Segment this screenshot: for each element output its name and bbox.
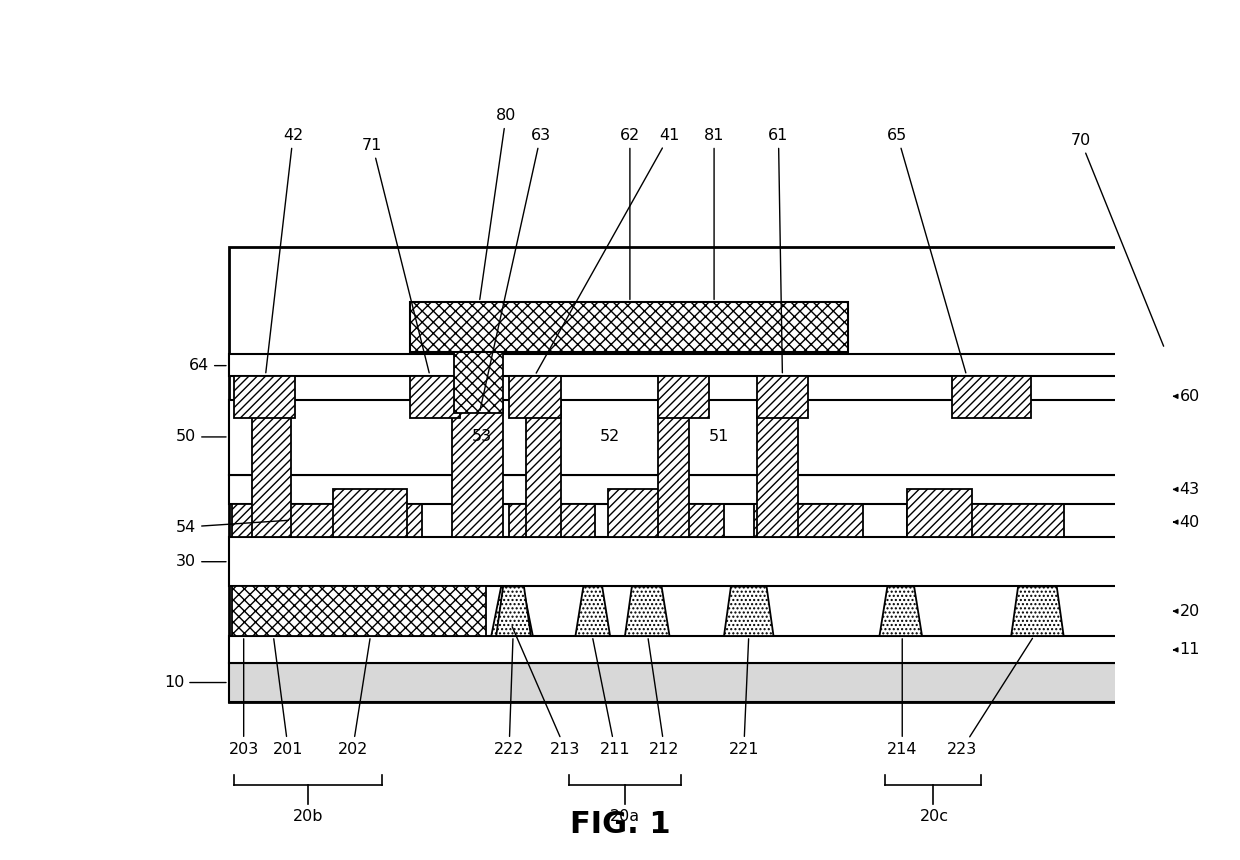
Text: 40: 40 bbox=[1173, 514, 1200, 530]
Text: 20b: 20b bbox=[293, 808, 324, 824]
Text: 212: 212 bbox=[649, 639, 680, 757]
Bar bbox=[630, 504, 724, 537]
Text: 62: 62 bbox=[620, 128, 640, 299]
Bar bbox=[252, 400, 291, 537]
Bar bbox=[510, 504, 595, 537]
Text: 61: 61 bbox=[769, 128, 789, 372]
Polygon shape bbox=[1011, 587, 1064, 636]
Bar bbox=[234, 376, 295, 418]
Text: 20a: 20a bbox=[610, 808, 640, 824]
Polygon shape bbox=[724, 587, 774, 636]
Bar bbox=[229, 475, 1169, 504]
Polygon shape bbox=[491, 587, 533, 636]
Bar bbox=[410, 302, 848, 352]
Bar bbox=[510, 376, 560, 418]
Bar bbox=[657, 400, 689, 537]
Text: 30: 30 bbox=[176, 554, 226, 569]
Bar bbox=[332, 489, 407, 537]
Bar bbox=[229, 247, 1169, 703]
Bar bbox=[454, 352, 503, 413]
Bar bbox=[229, 537, 1169, 587]
Bar bbox=[756, 400, 799, 537]
Text: 51: 51 bbox=[709, 429, 729, 445]
Text: 53: 53 bbox=[471, 429, 491, 445]
Text: 63: 63 bbox=[480, 128, 551, 410]
Bar bbox=[229, 636, 1169, 663]
Text: 202: 202 bbox=[337, 639, 370, 757]
Text: 64: 64 bbox=[188, 358, 226, 373]
Polygon shape bbox=[496, 587, 531, 636]
Polygon shape bbox=[625, 587, 670, 636]
Text: FIG. 1: FIG. 1 bbox=[569, 809, 671, 838]
Bar bbox=[756, 376, 808, 418]
Text: 42: 42 bbox=[265, 128, 304, 372]
Text: 20c: 20c bbox=[919, 808, 949, 824]
Text: 41: 41 bbox=[536, 128, 680, 373]
Bar bbox=[657, 376, 709, 418]
Text: 20: 20 bbox=[1173, 604, 1200, 618]
Text: 80: 80 bbox=[480, 108, 516, 299]
Bar bbox=[451, 400, 503, 537]
Text: 221: 221 bbox=[729, 639, 759, 757]
Bar bbox=[754, 504, 863, 537]
Bar bbox=[908, 489, 972, 537]
Bar bbox=[232, 504, 422, 537]
Bar bbox=[232, 587, 486, 636]
Text: 213: 213 bbox=[512, 627, 580, 757]
Bar bbox=[608, 489, 660, 537]
Bar bbox=[229, 400, 1169, 475]
Text: 10: 10 bbox=[164, 675, 226, 690]
Text: 71: 71 bbox=[362, 138, 429, 373]
Text: 43: 43 bbox=[1173, 482, 1199, 497]
Bar bbox=[908, 504, 1064, 537]
Text: 52: 52 bbox=[600, 429, 620, 445]
Text: 81: 81 bbox=[704, 128, 724, 299]
Text: 203: 203 bbox=[228, 639, 259, 757]
Bar bbox=[526, 400, 560, 537]
Text: 65: 65 bbox=[887, 128, 966, 373]
Text: 70: 70 bbox=[1070, 132, 1163, 347]
Bar bbox=[952, 376, 1030, 418]
Text: 222: 222 bbox=[494, 639, 525, 757]
Text: 60: 60 bbox=[1173, 389, 1200, 404]
Bar bbox=[229, 663, 1169, 703]
Bar bbox=[229, 353, 1169, 376]
Bar bbox=[410, 376, 460, 418]
Text: 201: 201 bbox=[273, 639, 304, 757]
Text: 54: 54 bbox=[176, 519, 289, 535]
Text: 223: 223 bbox=[946, 638, 1033, 757]
Text: 50: 50 bbox=[176, 429, 226, 445]
Polygon shape bbox=[575, 587, 610, 636]
Text: 211: 211 bbox=[593, 639, 630, 757]
Text: 11: 11 bbox=[1173, 642, 1200, 657]
Polygon shape bbox=[879, 587, 923, 636]
Text: 214: 214 bbox=[887, 639, 918, 757]
